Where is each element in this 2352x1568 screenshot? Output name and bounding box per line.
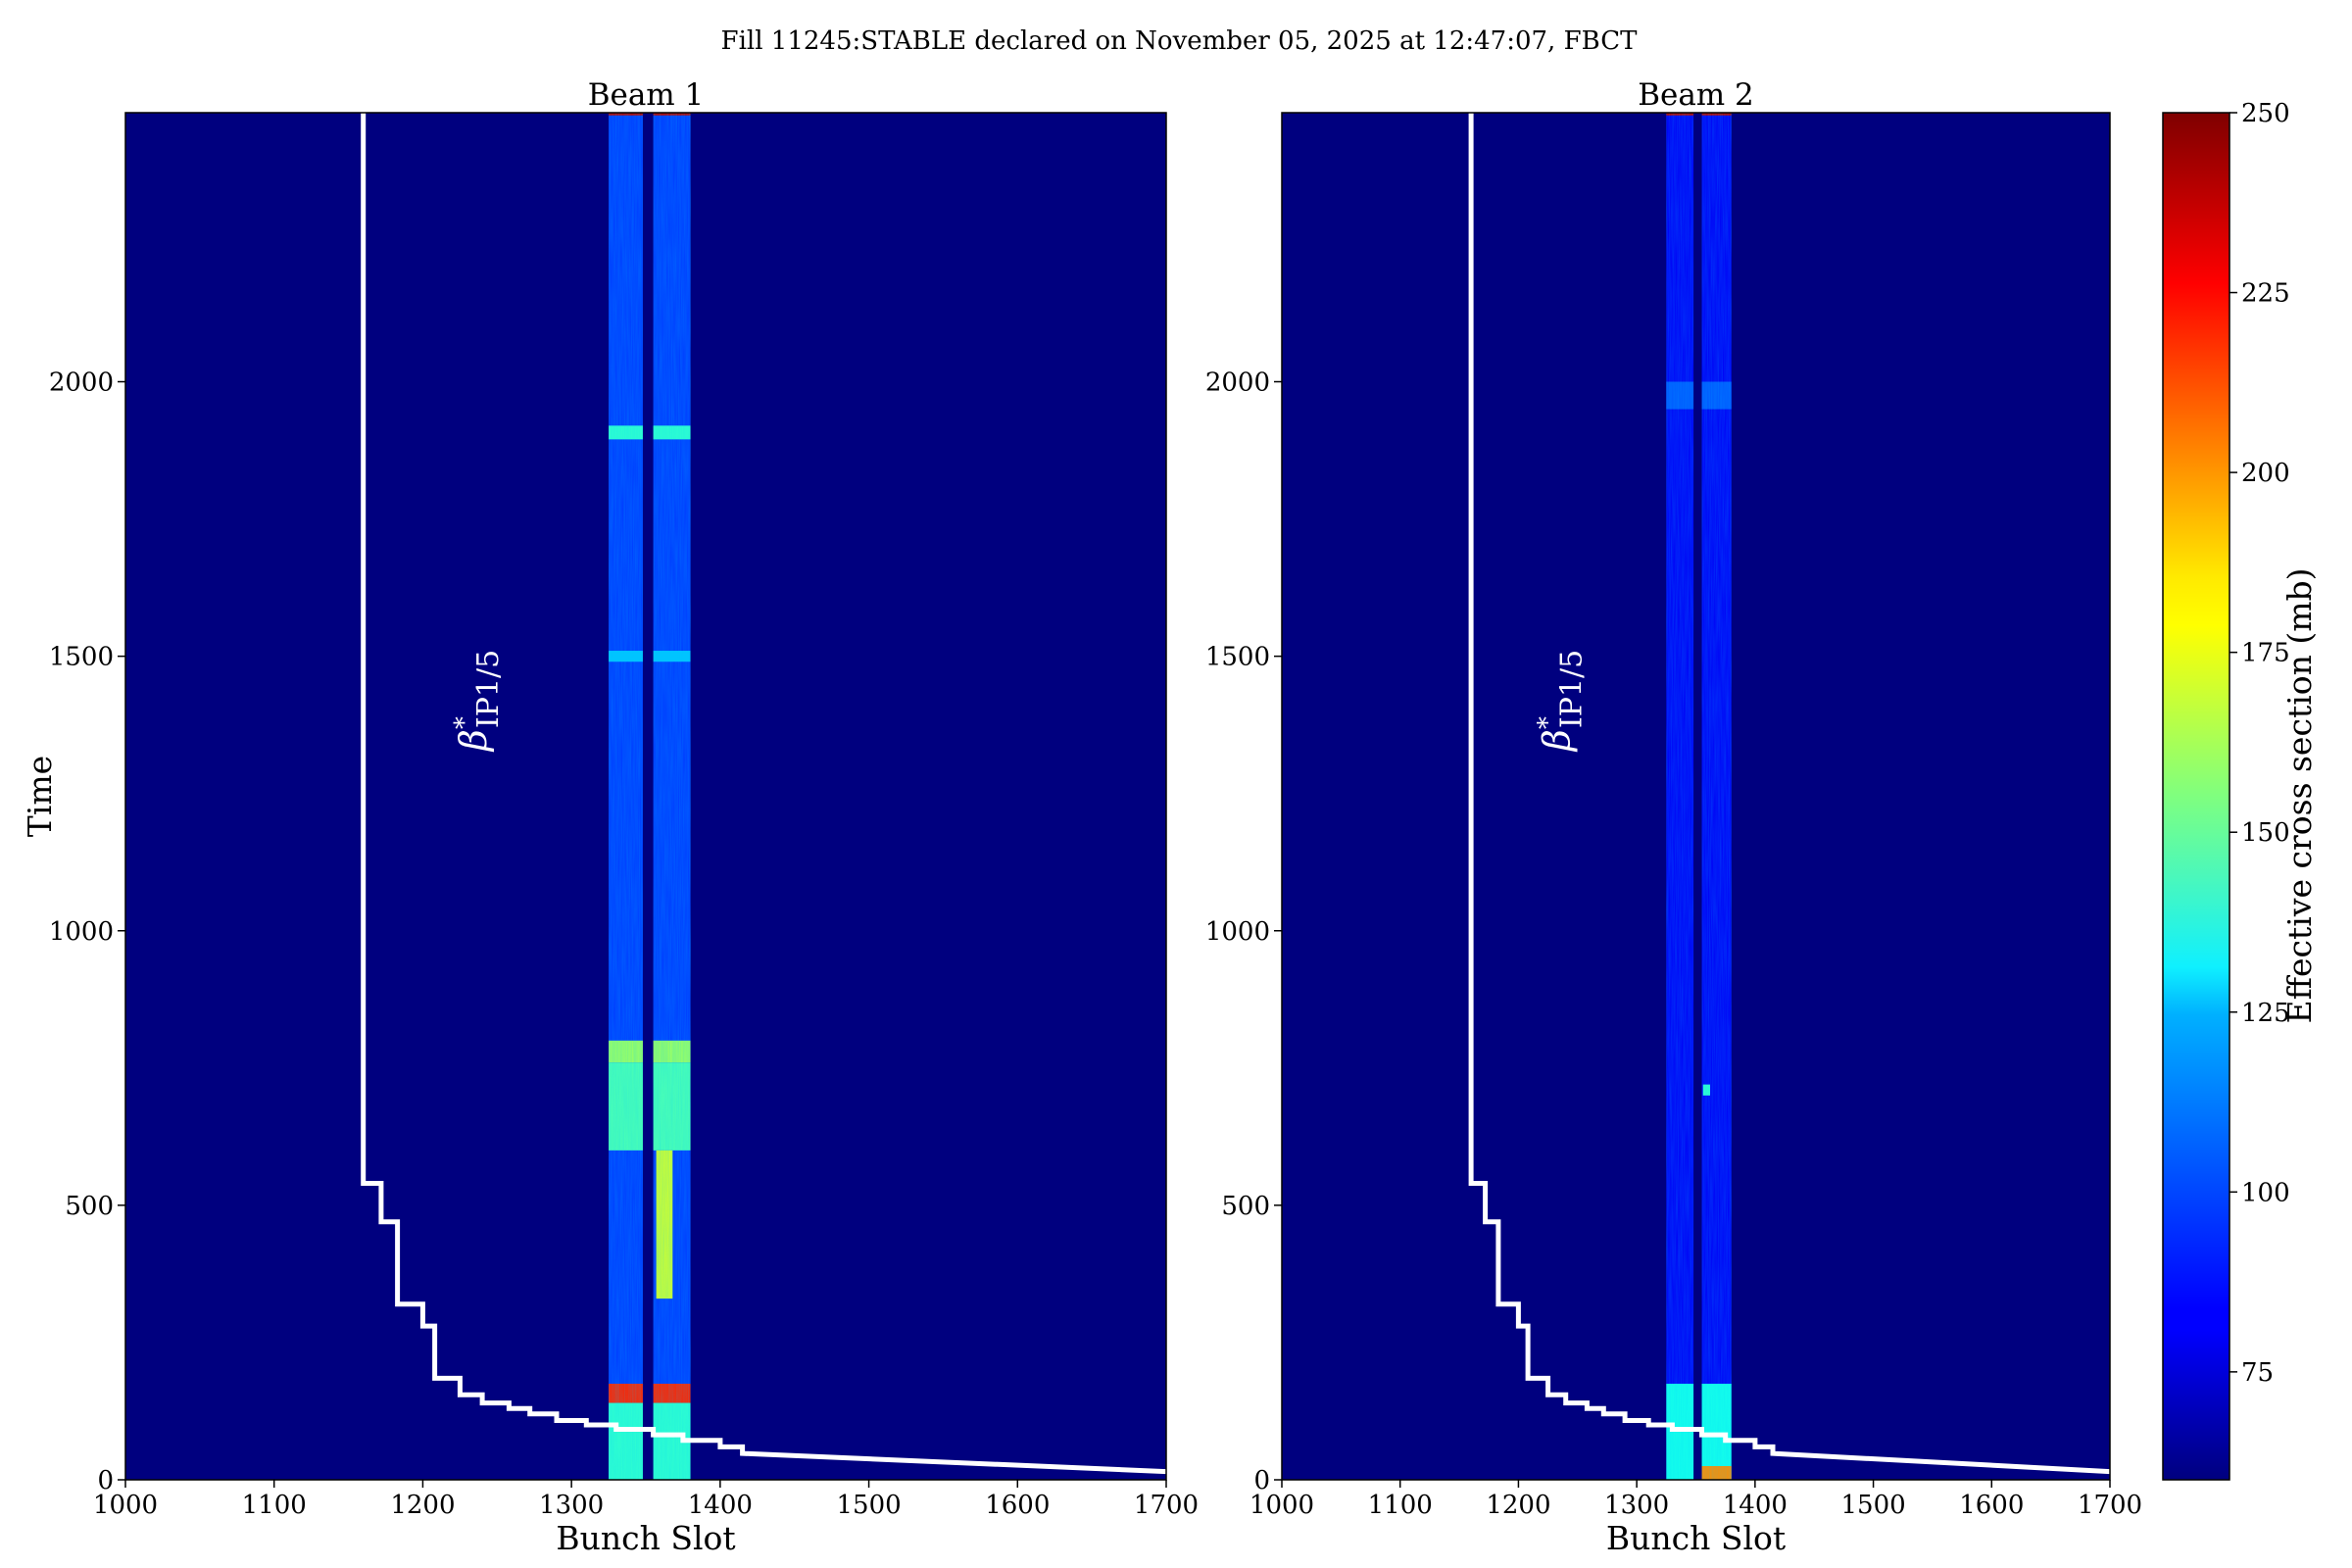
heatmap-texture [1701,113,1732,1480]
beta-sub: IP1/5 [1555,650,1590,728]
heatmap-gap [642,113,654,1480]
beta-sup: * [450,716,479,729]
beta-star-annotation: β*IP1/5 [450,650,506,753]
y-tick-label: 500 [1221,1192,1270,1221]
y-tick-label: 1500 [49,643,114,672]
x-tick-label: 1000 [1250,1491,1314,1520]
x-axis-label: Bunch Slot [556,1519,735,1557]
beta-star-annotation: β*IP1/5 [1534,650,1590,753]
suptitle: Fill 11245:STABLE declared on November 0… [721,26,1639,56]
y-axis-label: Time [21,756,59,837]
colorbar-tick-label: 225 [2241,279,2290,309]
x-tick-label: 1700 [1134,1491,1199,1520]
panel-title: Beam 1 [588,77,705,113]
x-tick-label: 1100 [1368,1491,1433,1520]
heatmap-texture [609,113,643,1480]
x-tick-label: 1100 [242,1491,307,1520]
panel-beam-1: Beam 1 1000 1100 1200 1300 1400 1500 1600 1700 0 5… [21,77,1199,1557]
x-tick-label: 1600 [985,1491,1050,1520]
y-tick-label: 0 [97,1466,114,1495]
panel-title: Beam 2 [1638,77,1754,113]
colorbar-tick-label: 75 [2241,1358,2274,1388]
x-tick-label: 1400 [1723,1491,1788,1520]
y-tick-label: 0 [1253,1466,1270,1495]
colorbar-tick-label: 200 [2241,459,2290,488]
beta-sup: * [1534,716,1563,729]
plot-frame [1281,112,2111,1481]
plot-area [1282,113,2110,1480]
x-axis-label: Bunch Slot [1606,1519,1786,1557]
x-tick-label: 1200 [1486,1491,1550,1520]
x-tick-label: 1500 [836,1491,901,1520]
colorbar: 75 100 125 150 175 200 225 250 Effective cross … [2162,99,2319,1481]
beta-symbol: β [1536,729,1579,753]
y-tick-label: 1500 [1205,643,1270,672]
colorbar-tick-label: 175 [2241,639,2290,668]
plot-frame [124,112,1167,1481]
x-tick-label: 1500 [1840,1491,1905,1520]
colorbar-gradient [2162,112,2230,1481]
beta-symbol: β [452,729,495,753]
heatmap-texture [1666,113,1694,1480]
beta-star-line [1468,113,2110,1475]
plot-area [125,113,1166,1480]
beta-sub: IP1/5 [471,650,506,728]
x-tick-label: 1300 [1604,1491,1669,1520]
x-tick-label: 1600 [1959,1491,2024,1520]
x-tick-label: 1400 [688,1491,753,1520]
panel-beam-2: Beam 2 1000 1100 1200 1300 1400 1500 1600 1700 0 5… [1205,77,2142,1557]
colorbar-tick-label: 125 [2241,999,2290,1028]
x-tick-label: 1200 [390,1491,455,1520]
y-tick-label: 2000 [1205,368,1270,398]
colorbar-tick-label: 100 [2241,1178,2290,1207]
colorbar-label: Effective cross section (mb) [2280,567,2319,1023]
x-tick-label: 1000 [93,1491,158,1520]
beta-star-line [361,113,1166,1475]
colorbar-tick-label: 250 [2241,99,2290,128]
x-tick-label: 1300 [539,1491,604,1520]
heatmap-gap [1693,113,1702,1480]
y-tick-label: 500 [65,1192,114,1221]
x-tick-label: 1700 [2078,1491,2142,1520]
y-tick-label: 1000 [49,917,114,947]
y-tick-label: 1000 [1205,917,1270,947]
colorbar-tick-label: 150 [2241,818,2290,848]
colorbar-ticks: 75 100 125 150 175 200 225 250 [2230,99,2290,1388]
y-tick-label: 2000 [49,368,114,398]
heatmap-texture [653,113,691,1480]
